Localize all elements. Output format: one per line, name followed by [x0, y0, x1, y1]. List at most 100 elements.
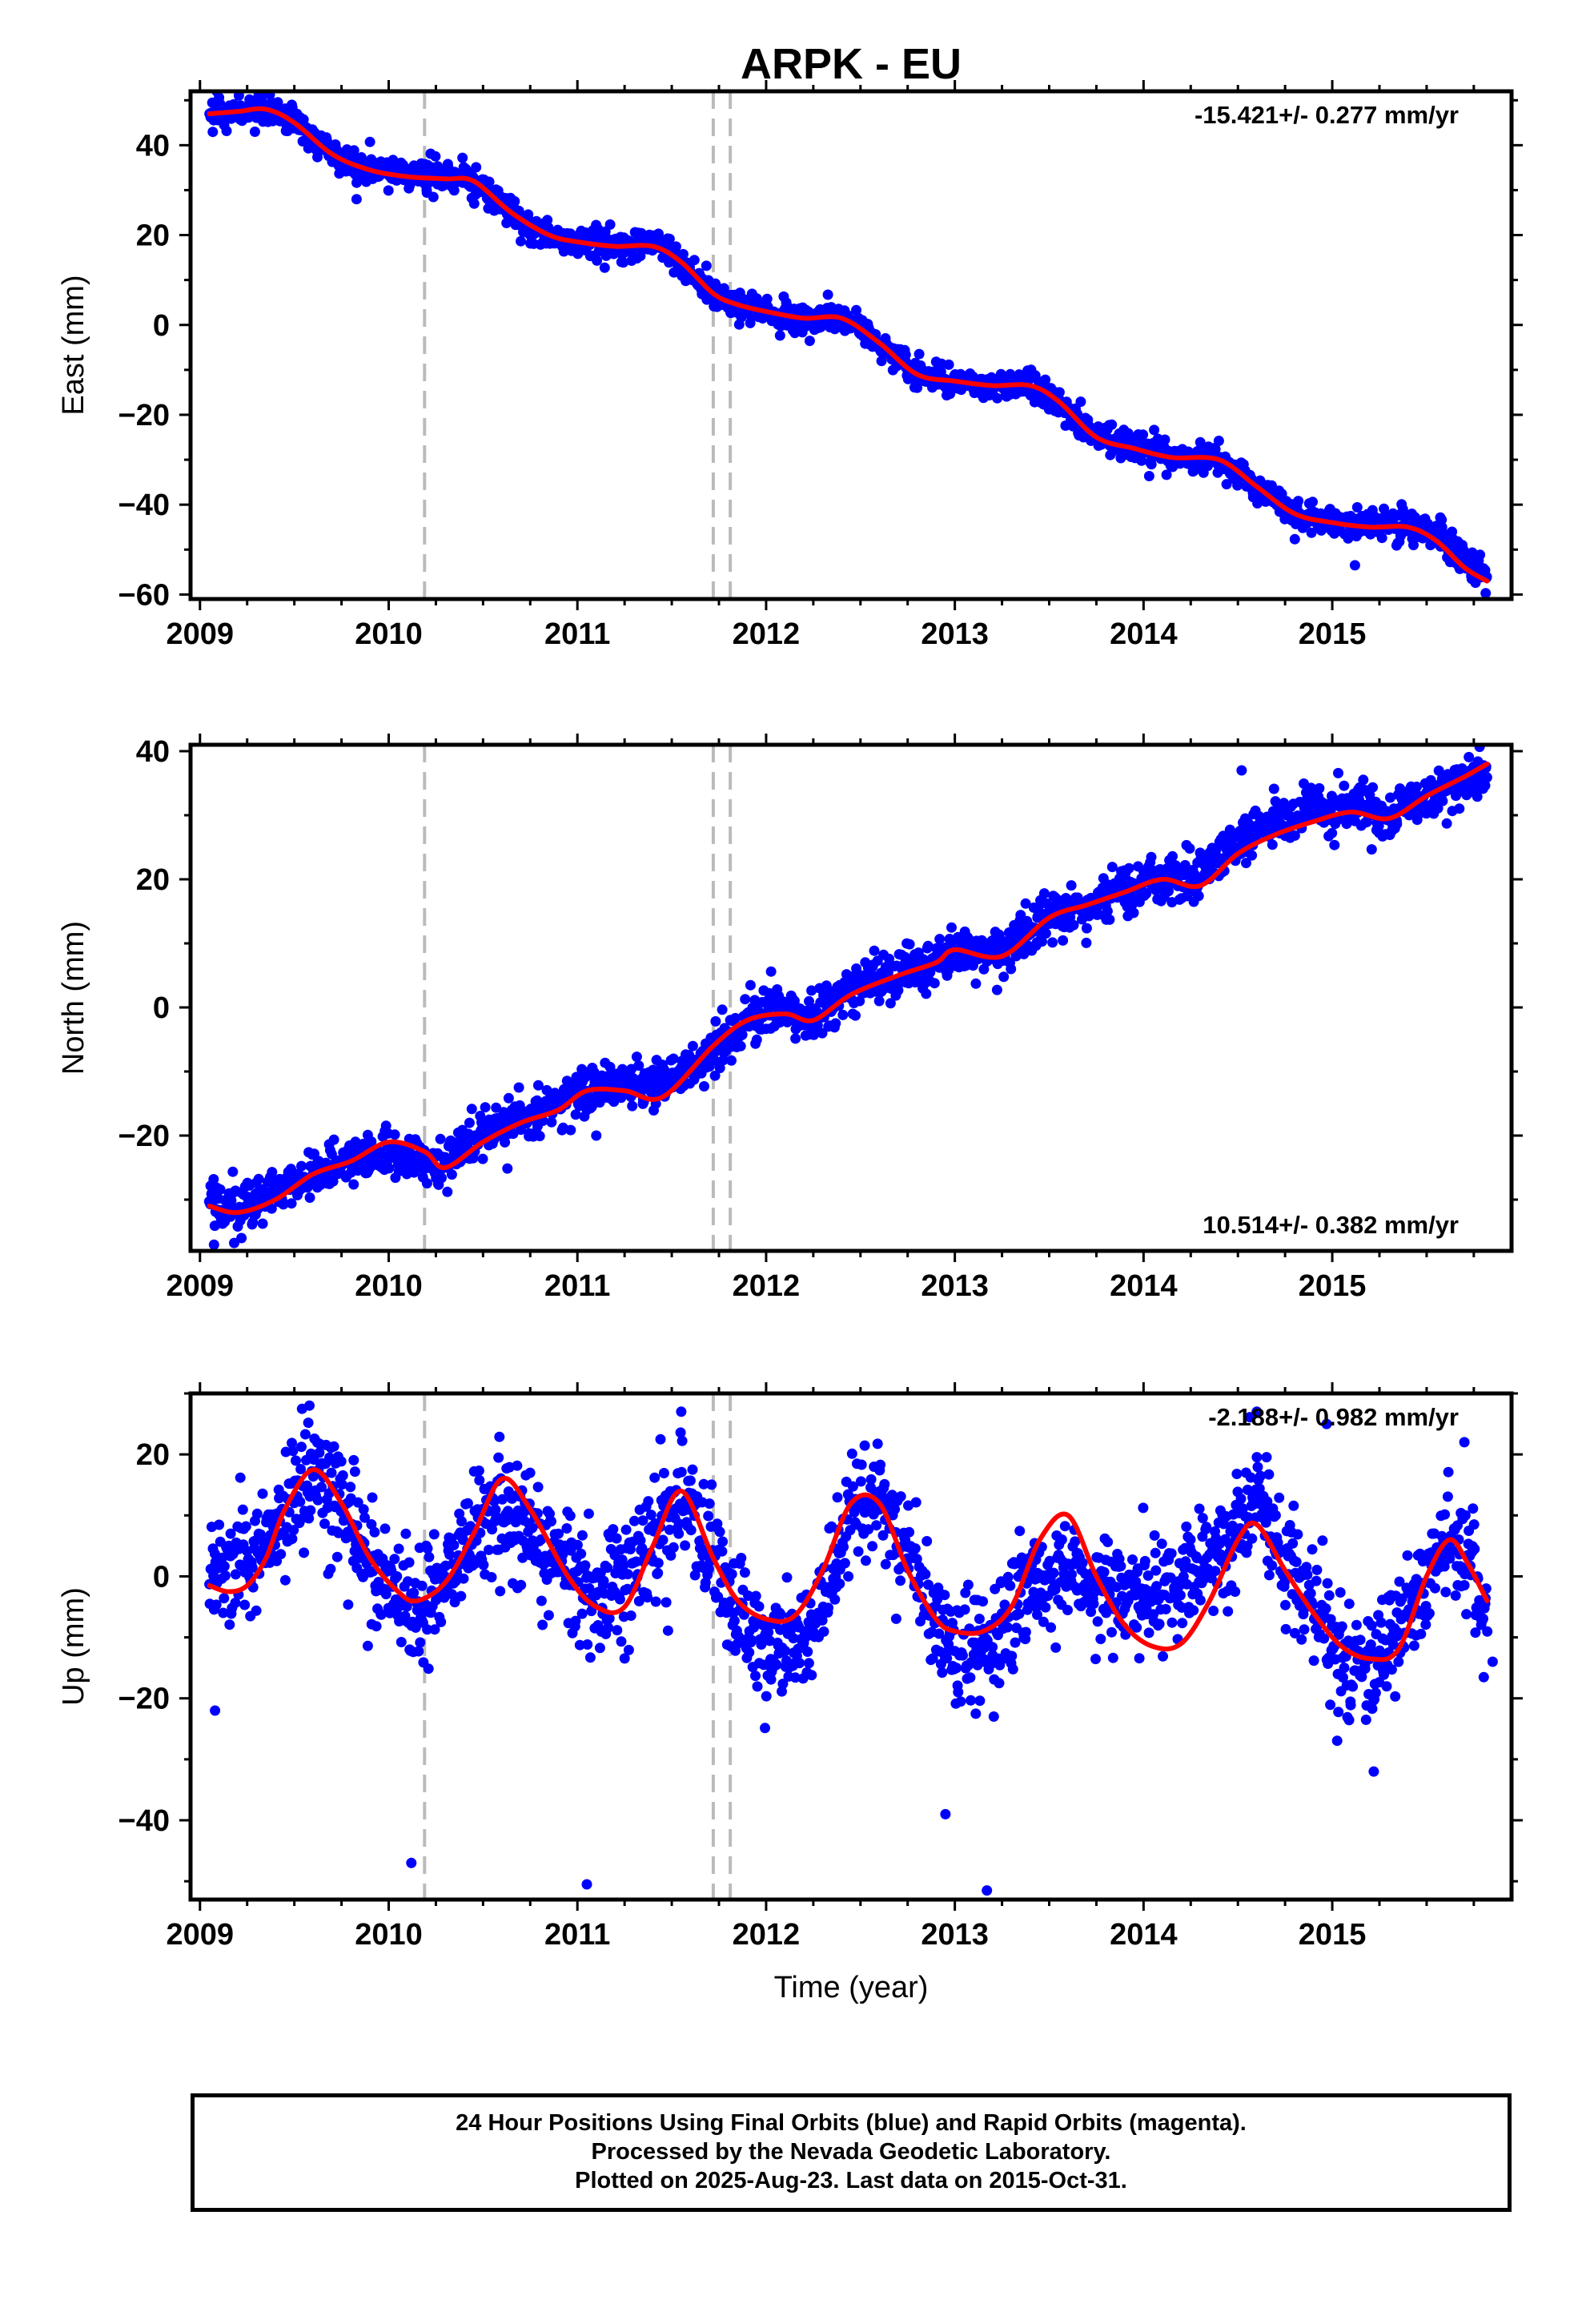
- data-point: [503, 1092, 514, 1104]
- data-point: [730, 1012, 741, 1023]
- data-point: [1179, 859, 1191, 870]
- data-point: [832, 1492, 843, 1503]
- y-tick-label: 0: [153, 991, 170, 1025]
- data-point: [423, 1663, 434, 1675]
- data-point: [650, 1596, 661, 1607]
- data-point: [951, 1663, 962, 1674]
- data-point: [424, 1551, 435, 1562]
- data-point: [602, 1562, 612, 1573]
- data-point: [923, 1579, 934, 1590]
- data-point: [1047, 937, 1058, 948]
- data-point: [534, 1131, 545, 1142]
- data-point: [689, 255, 700, 266]
- data-point: [802, 1647, 813, 1657]
- data-point: [415, 1637, 426, 1648]
- data-point: [1409, 512, 1420, 523]
- data-point: [904, 1526, 915, 1538]
- data-point: [296, 1160, 307, 1172]
- data-point: [780, 1646, 791, 1656]
- data-point: [380, 1589, 391, 1600]
- data-point: [343, 1599, 354, 1610]
- data-point: [207, 127, 219, 138]
- data-point: [622, 1569, 633, 1580]
- data-point: [598, 1575, 609, 1586]
- data-point: [853, 1546, 864, 1557]
- data-point: [235, 1472, 246, 1483]
- panel-up: 2009 2010 2011 2012 2013 2014 2015−40−20020Up …: [57, 1382, 1523, 2004]
- data-point: [1433, 765, 1444, 776]
- data-point: [1267, 839, 1278, 850]
- data-point: [422, 1624, 433, 1635]
- data-point: [1266, 480, 1277, 491]
- data-point: [435, 1133, 446, 1144]
- data-point: [830, 1018, 841, 1029]
- data-point: [500, 1136, 511, 1148]
- data-point: [612, 1625, 623, 1636]
- data-point: [637, 1515, 648, 1526]
- data-point: [850, 1010, 861, 1021]
- data-point: [444, 1549, 456, 1560]
- data-point: [991, 984, 1002, 995]
- data-point: [804, 995, 814, 1007]
- data-point: [717, 1546, 728, 1557]
- data-point: [572, 1539, 583, 1550]
- data-point: [1437, 795, 1448, 806]
- plot-area: [204, 1393, 1498, 1900]
- data-point: [546, 1516, 556, 1527]
- data-point: [725, 1596, 736, 1607]
- data-point: [257, 1218, 268, 1229]
- data-point: [1329, 839, 1340, 850]
- data-point: [364, 136, 375, 147]
- data-point: [1480, 780, 1491, 791]
- data-point: [319, 1518, 330, 1530]
- data-point: [217, 1552, 228, 1563]
- data-point: [531, 1548, 542, 1558]
- data-point: [668, 1542, 679, 1553]
- data-point: [208, 1239, 219, 1250]
- data-point: [604, 1061, 616, 1072]
- data-point: [304, 1192, 315, 1203]
- data-point: [553, 1528, 564, 1539]
- data-point: [921, 1536, 933, 1546]
- data-point: [806, 985, 817, 996]
- data-point: [809, 1029, 819, 1040]
- data-point: [750, 1590, 761, 1602]
- data-point: [1146, 851, 1157, 862]
- data-point: [822, 289, 833, 300]
- data-point: [838, 1542, 849, 1553]
- x-tick-label: 2014: [1110, 1269, 1178, 1303]
- data-point: [428, 191, 439, 203]
- data-point: [1106, 419, 1118, 430]
- data-point: [889, 1504, 901, 1515]
- data-point: [943, 1638, 954, 1650]
- data-point: [619, 1653, 630, 1664]
- data-point: [706, 1479, 717, 1490]
- data-point: [335, 1456, 347, 1467]
- data-point: [367, 1492, 378, 1503]
- data-point: [765, 966, 777, 977]
- data-point: [1159, 434, 1170, 445]
- chart-title: ARPK - EU: [741, 40, 962, 88]
- data-point: [929, 978, 940, 989]
- data-point: [635, 1535, 646, 1546]
- data-point: [1358, 774, 1369, 786]
- data-point: [291, 1455, 301, 1466]
- data-point: [604, 1613, 615, 1624]
- data-point: [287, 1534, 298, 1544]
- data-point: [1102, 906, 1113, 917]
- data-point: [869, 945, 880, 956]
- data-point: [934, 934, 946, 945]
- data-point: [856, 1459, 867, 1470]
- data-point: [247, 1562, 258, 1573]
- data-point: [895, 1491, 906, 1502]
- data-point: [673, 1528, 685, 1539]
- data-point: [1188, 465, 1199, 476]
- data-point: [665, 1550, 677, 1561]
- data-point: [771, 1659, 782, 1671]
- data-point: [359, 1512, 370, 1523]
- data-point: [1020, 898, 1031, 909]
- data-point: [664, 233, 675, 244]
- data-point: [913, 348, 925, 360]
- data-point: [817, 1614, 828, 1626]
- data-point: [777, 1679, 789, 1690]
